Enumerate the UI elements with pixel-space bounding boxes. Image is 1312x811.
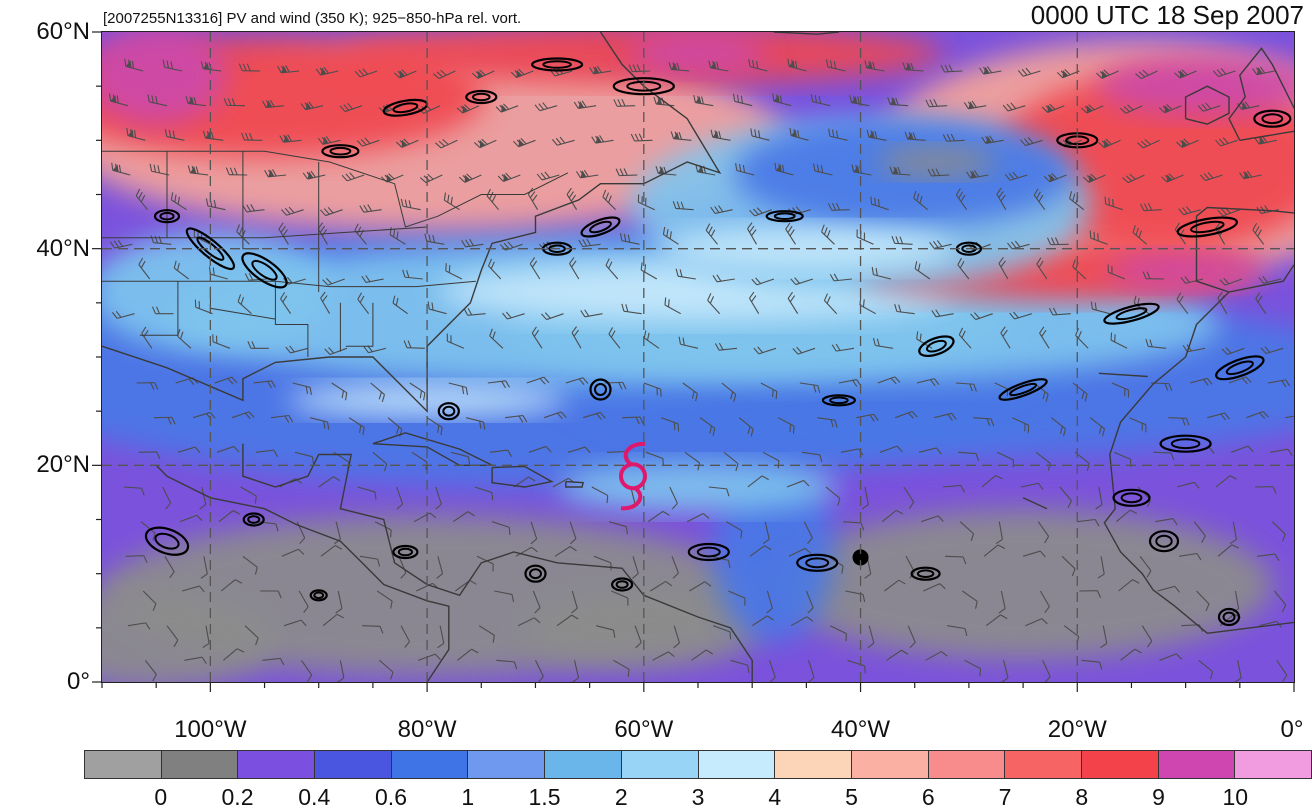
longitude-label: 20°W	[1048, 716, 1107, 744]
plot-title: [2007255N13316] PV and wind (350 K); 925…	[103, 10, 521, 27]
colorbar-segment	[162, 751, 239, 778]
longitude-label: 60°W	[614, 716, 673, 744]
latitude-label: 20°N	[36, 451, 90, 479]
colorbar-label: 10	[1222, 784, 1248, 811]
colorbar-segment	[315, 751, 392, 778]
latitude-label: 40°N	[36, 235, 90, 263]
colorbar-label: 1.5	[529, 784, 561, 811]
colorbar-segment	[775, 751, 852, 778]
colorbar-segment	[238, 751, 315, 778]
colorbar-segment	[622, 751, 699, 778]
colorbar-label: 2	[615, 784, 628, 811]
pv-field	[102, 32, 1294, 682]
colorbar-label: 6	[922, 784, 935, 811]
colorbar-segment	[1159, 751, 1236, 778]
colorbar-segment	[468, 751, 545, 778]
colorbar-segment	[545, 751, 622, 778]
valid-time-label: 0000 UTC 18 Sep 2007	[1031, 0, 1304, 31]
colorbar-label: 0.2	[222, 784, 254, 811]
latitude-label: 60°N	[36, 18, 90, 46]
colorbar	[84, 750, 1312, 779]
colorbar-label: 4	[768, 784, 781, 811]
colorbar-label: 0	[154, 784, 167, 811]
longitude-label: 100°W	[174, 716, 246, 744]
colorbar-label: 1	[461, 784, 474, 811]
colorbar-segment	[1082, 751, 1159, 778]
longitude-label: 40°W	[831, 716, 890, 744]
colorbar-segment	[852, 751, 929, 778]
colorbar-label: 0.6	[375, 784, 407, 811]
longitude-label: 0°	[1281, 716, 1304, 744]
pv-map	[102, 32, 1294, 682]
latitude-label: 0°	[67, 668, 90, 696]
colorbar-segment	[929, 751, 1006, 778]
colorbar-label: 5	[845, 784, 858, 811]
colorbar-segment	[392, 751, 469, 778]
colorbar-segment	[699, 751, 776, 778]
colorbar-label: 7	[999, 784, 1012, 811]
colorbar-label: 9	[1152, 784, 1165, 811]
colorbar-label: 0.4	[298, 784, 330, 811]
colorbar-label: 3	[692, 784, 705, 811]
colorbar-segment	[1005, 751, 1082, 778]
colorbar-segment	[85, 751, 162, 778]
map-panel	[102, 32, 1294, 682]
colorbar-label: 8	[1075, 784, 1088, 811]
colorbar-segment	[1235, 751, 1311, 778]
longitude-label: 80°W	[398, 716, 457, 744]
